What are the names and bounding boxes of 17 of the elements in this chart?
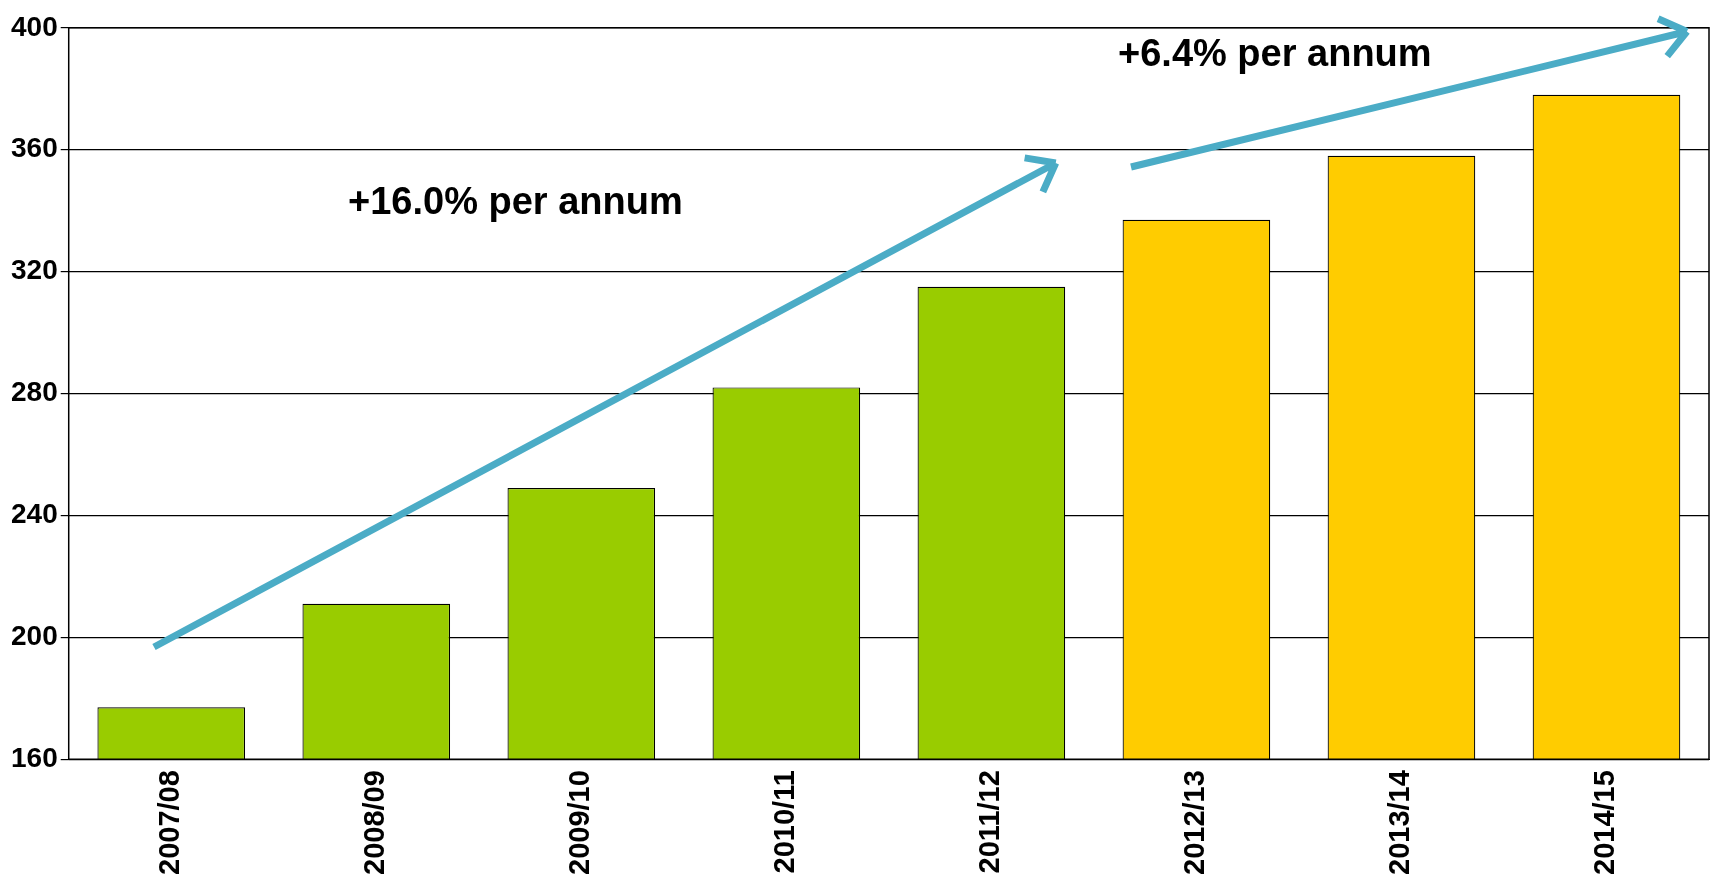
y-tick-label: 240 xyxy=(11,498,58,530)
x-tick-label: 2007/08 xyxy=(153,770,186,875)
x-tick-label: 2014/15 xyxy=(1588,770,1621,875)
y-tick-label: 160 xyxy=(11,741,58,773)
annotation: +6.4% per annum xyxy=(1118,32,1432,75)
y-tick-label: 280 xyxy=(11,376,58,408)
x-tick-label: 2012/13 xyxy=(1178,770,1211,875)
x-tick-label: 2011/12 xyxy=(973,770,1006,874)
x-tick-label: 2009/10 xyxy=(563,770,596,875)
x-tick-label: 2010/11 xyxy=(768,770,801,874)
x-tick-label: 2008/09 xyxy=(358,770,391,875)
y-tick-label: 320 xyxy=(11,254,58,286)
y-tick-label: 400 xyxy=(11,10,58,42)
annotation: +16.0% per annum xyxy=(348,180,683,223)
x-tick-label: 2013/14 xyxy=(1383,770,1416,875)
y-tick-label: 200 xyxy=(11,620,58,651)
y-tick-label: 360 xyxy=(11,132,58,164)
